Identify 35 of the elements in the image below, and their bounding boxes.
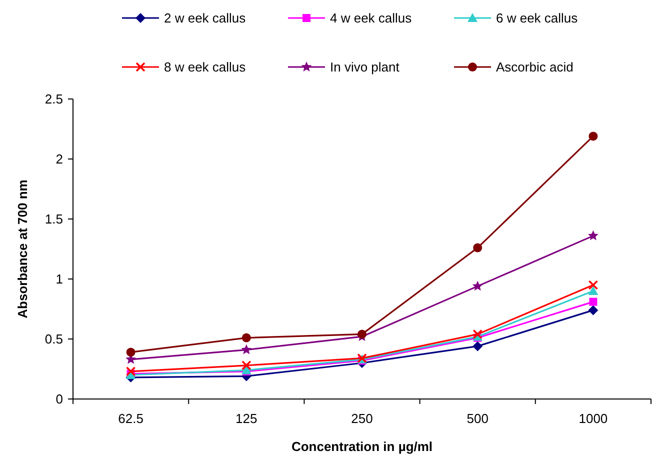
legend-label: In vivo plant (330, 60, 400, 75)
point (126, 366, 136, 376)
point (588, 286, 598, 295)
point (472, 329, 482, 340)
x-tick-label: 62.5 (118, 411, 144, 426)
x-tick-label: 125 (236, 411, 258, 426)
point (588, 132, 598, 141)
y-tick-label: 2.5 (44, 92, 63, 107)
legend-label: 4 w eek callus (330, 10, 412, 26)
legend-label: 2 w eek callus (164, 10, 246, 26)
x-tick-label: 1000 (578, 411, 608, 426)
point (473, 243, 482, 252)
point (472, 341, 483, 352)
x-tick-label: 250 (351, 411, 373, 426)
y-tick-label: 0.5 (44, 332, 63, 347)
point (242, 360, 252, 370)
point (241, 344, 252, 354)
point (126, 348, 136, 357)
y-tick-label: 1 (56, 272, 63, 287)
point (358, 330, 366, 339)
point (588, 230, 598, 240)
x-tick-label: 500 (466, 411, 488, 426)
point (242, 333, 251, 342)
point (588, 280, 598, 290)
y-tick-label: 2 (56, 152, 63, 167)
point (589, 298, 598, 306)
legend-label: Ascorbic acid (496, 60, 574, 75)
point (588, 305, 598, 316)
y-tick-label: 0 (56, 392, 63, 407)
y-axis-title: Absorbance at 700 nm (15, 180, 30, 318)
x-axis-title: Concentration in µg/ml (291, 439, 433, 454)
legend-label: 6 w eek callus (496, 10, 578, 26)
y-tick-label: 1.5 (44, 212, 63, 227)
point (472, 280, 483, 291)
legend-label: 8 w eek callus (164, 60, 246, 75)
